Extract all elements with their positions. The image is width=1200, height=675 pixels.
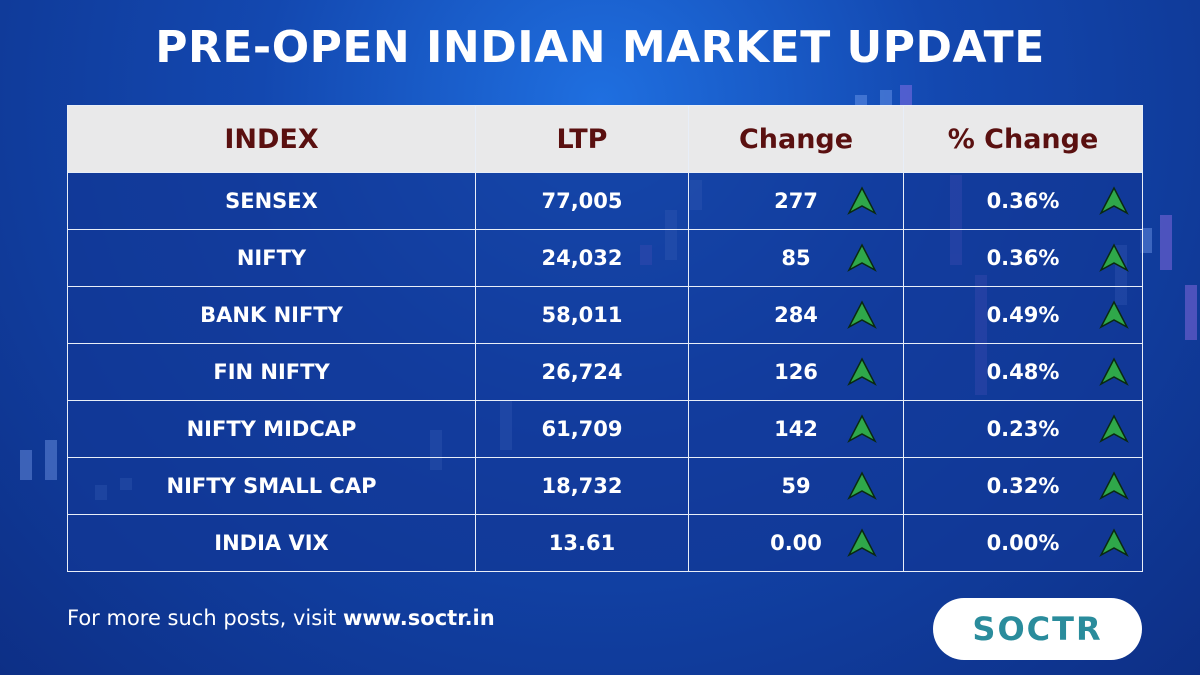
table-cell: NIFTY MIDCAP xyxy=(67,400,476,458)
table-cell: NIFTY SMALL CAP xyxy=(67,457,476,515)
title: PRE-OPEN INDIAN MARKET UPDATE xyxy=(155,22,1045,73)
market-table: INDEX LTP Change% Change SENSEX 77,005 277 0.… xyxy=(67,105,1143,572)
column-header: INDEX xyxy=(67,105,476,173)
table-cell: 13.61 xyxy=(475,514,689,572)
table-row: INDIA VIX 13.61 0.00 0.00% xyxy=(67,514,1143,572)
table-cell: 126 xyxy=(688,343,904,401)
up-arrow xyxy=(1099,471,1129,500)
footer: For more such posts, visit www.soctr.in xyxy=(67,606,495,630)
table-cell: 26,724 xyxy=(475,343,689,401)
footer-link: www.soctr.in xyxy=(342,606,495,630)
up-arrow xyxy=(847,186,877,215)
up-arrow xyxy=(1099,357,1129,386)
up-arrow xyxy=(847,300,877,329)
table-cell: 142 xyxy=(688,400,904,458)
table-cell: INDIA VIX xyxy=(67,514,476,572)
logo: SOCTR xyxy=(933,598,1142,660)
up-arrow xyxy=(1099,186,1129,215)
table-cell: 18,732 xyxy=(475,457,689,515)
up-arrow xyxy=(847,471,877,500)
table-cell: 24,032 xyxy=(475,229,689,287)
table-cell: 58,011 xyxy=(475,286,689,344)
table-cell: 0.36% xyxy=(903,172,1143,230)
table-row: NIFTY 24,032 85 0.36% xyxy=(67,229,1143,287)
up-arrow xyxy=(1099,528,1129,557)
table-row: NIFTY SMALL CAP 18,732 59 0.32% xyxy=(67,457,1143,515)
table-cell: 0.00% xyxy=(903,514,1143,572)
table-cell: NIFTY xyxy=(67,229,476,287)
up-arrow xyxy=(847,528,877,557)
up-arrow xyxy=(1099,243,1129,272)
up-arrow xyxy=(847,357,877,386)
table-cell: BANK NIFTY xyxy=(67,286,476,344)
table-cell: FIN NIFTY xyxy=(67,343,476,401)
table-cell: 61,709 xyxy=(475,400,689,458)
table-row: SENSEX 77,005 277 0.36% xyxy=(67,172,1143,230)
table-cell: 284 xyxy=(688,286,904,344)
table-row: BANK NIFTY 58,011 284 0.49% xyxy=(67,286,1143,344)
table-cell: 85 xyxy=(688,229,904,287)
column-header: LTP xyxy=(475,105,689,173)
table-row: FIN NIFTY 26,724 126 0.48% xyxy=(67,343,1143,401)
up-arrow xyxy=(1099,300,1129,329)
footer-text: For more such posts, visit xyxy=(67,606,337,630)
table-cell: 77,005 xyxy=(475,172,689,230)
table-cell: 0.48% xyxy=(903,343,1143,401)
table-cell: 277 xyxy=(688,172,904,230)
up-arrow xyxy=(847,414,877,443)
table-cell: 0.36% xyxy=(903,229,1143,287)
column-header: % Change xyxy=(903,105,1143,173)
table-row: NIFTY MIDCAP 61,709 142 0.23% xyxy=(67,400,1143,458)
header-row: INDEX LTP Change% Change xyxy=(67,105,1143,173)
table-cell: 0.00 xyxy=(688,514,904,572)
table-cell: SENSEX xyxy=(67,172,476,230)
table-cell: 0.23% xyxy=(903,400,1143,458)
up-arrow xyxy=(1099,414,1129,443)
table-cell: 59 xyxy=(688,457,904,515)
table-body: SENSEX 77,005 277 0.36% NIFTY 24,032 85 0.36% BA… xyxy=(67,172,1143,572)
table-cell: 0.49% xyxy=(903,286,1143,344)
table-cell: 0.32% xyxy=(903,457,1143,515)
column-header: Change xyxy=(688,105,904,173)
up-arrow xyxy=(847,243,877,272)
